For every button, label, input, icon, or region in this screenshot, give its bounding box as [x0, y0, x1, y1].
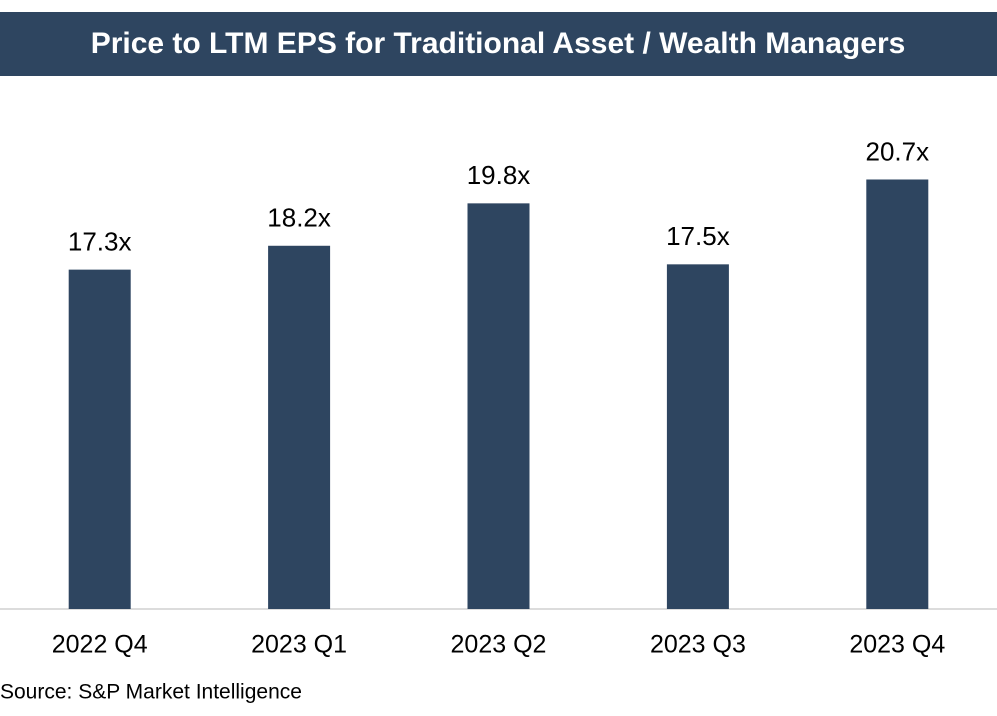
- title-bar: [0, 12, 997, 76]
- source-note: Source: S&P Market Intelligence: [0, 681, 302, 704]
- x-tick-label: 2023 Q1: [251, 631, 347, 659]
- bar: [68, 269, 131, 609]
- value-label: 20.7x: [865, 136, 929, 166]
- bar: [467, 203, 530, 609]
- x-tick-label: 2023 Q2: [451, 631, 547, 659]
- x-tick-label: 2022 Q4: [52, 631, 148, 659]
- x-tick-label: 2023 Q3: [650, 631, 746, 659]
- x-tick-label: 2023 Q4: [849, 631, 945, 659]
- bar: [666, 264, 729, 609]
- chart-title: Price to LTM EPS for Traditional Asset /…: [91, 27, 906, 60]
- bar: [268, 245, 331, 609]
- value-label: 19.8x: [467, 160, 531, 190]
- value-label: 17.3x: [68, 227, 132, 257]
- value-label: 17.5x: [666, 221, 730, 251]
- value-label: 18.2x: [267, 203, 331, 233]
- bar: [866, 179, 929, 609]
